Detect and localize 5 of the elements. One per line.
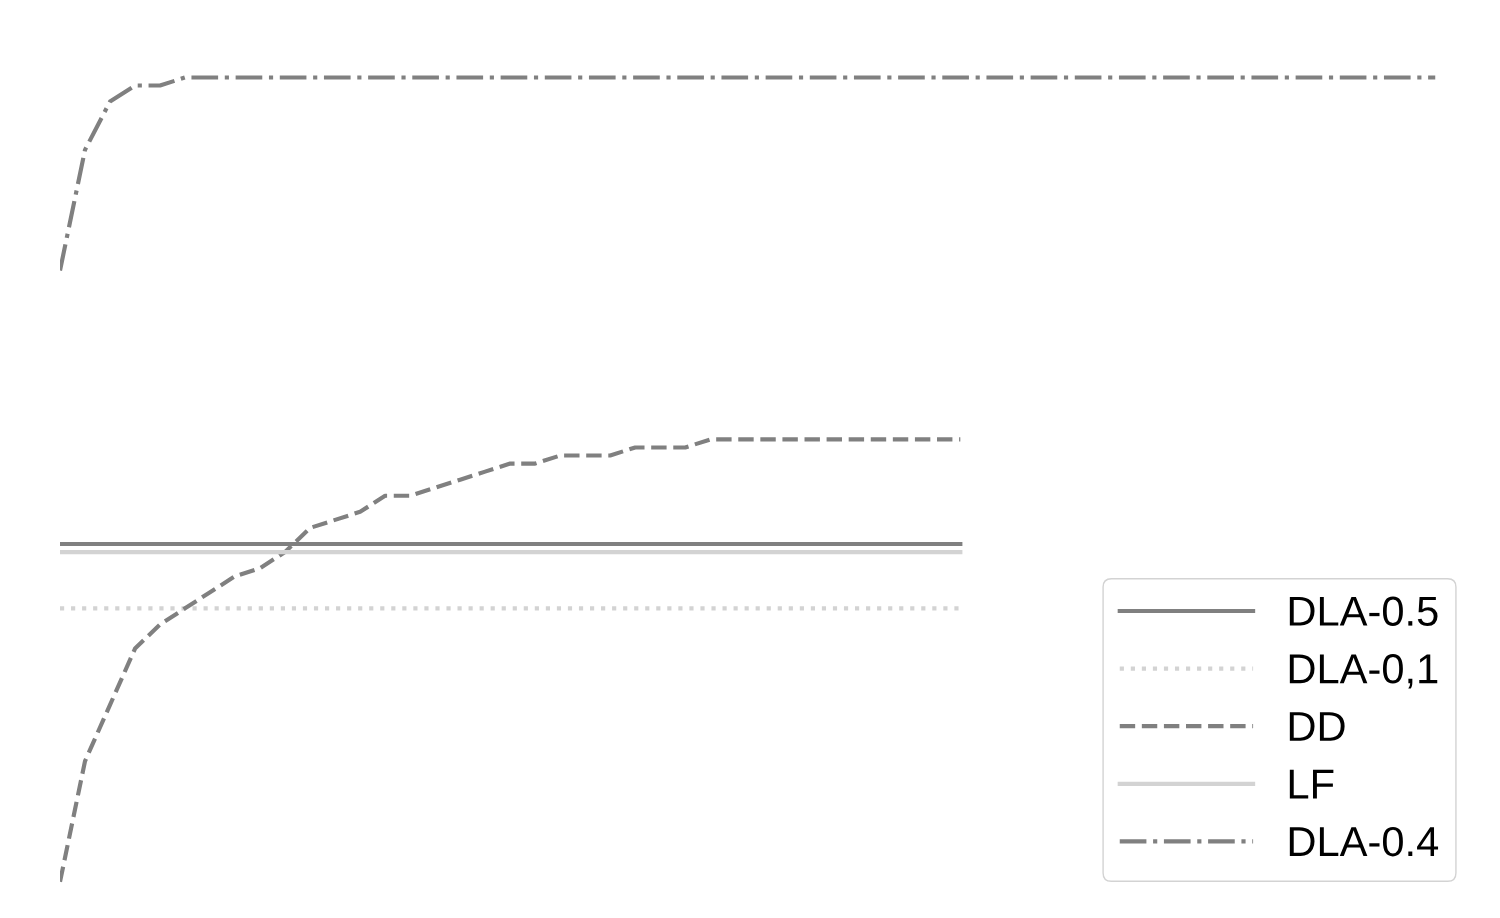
legend-label: DLA-0.4 [1289, 826, 1439, 857]
legend-label: DD [1289, 712, 1345, 741]
legend-label: LF [1289, 769, 1334, 799]
legend-label: DLA-0,1 [1289, 654, 1438, 689]
legend-label: DLA-0.5 [1289, 596, 1438, 627]
